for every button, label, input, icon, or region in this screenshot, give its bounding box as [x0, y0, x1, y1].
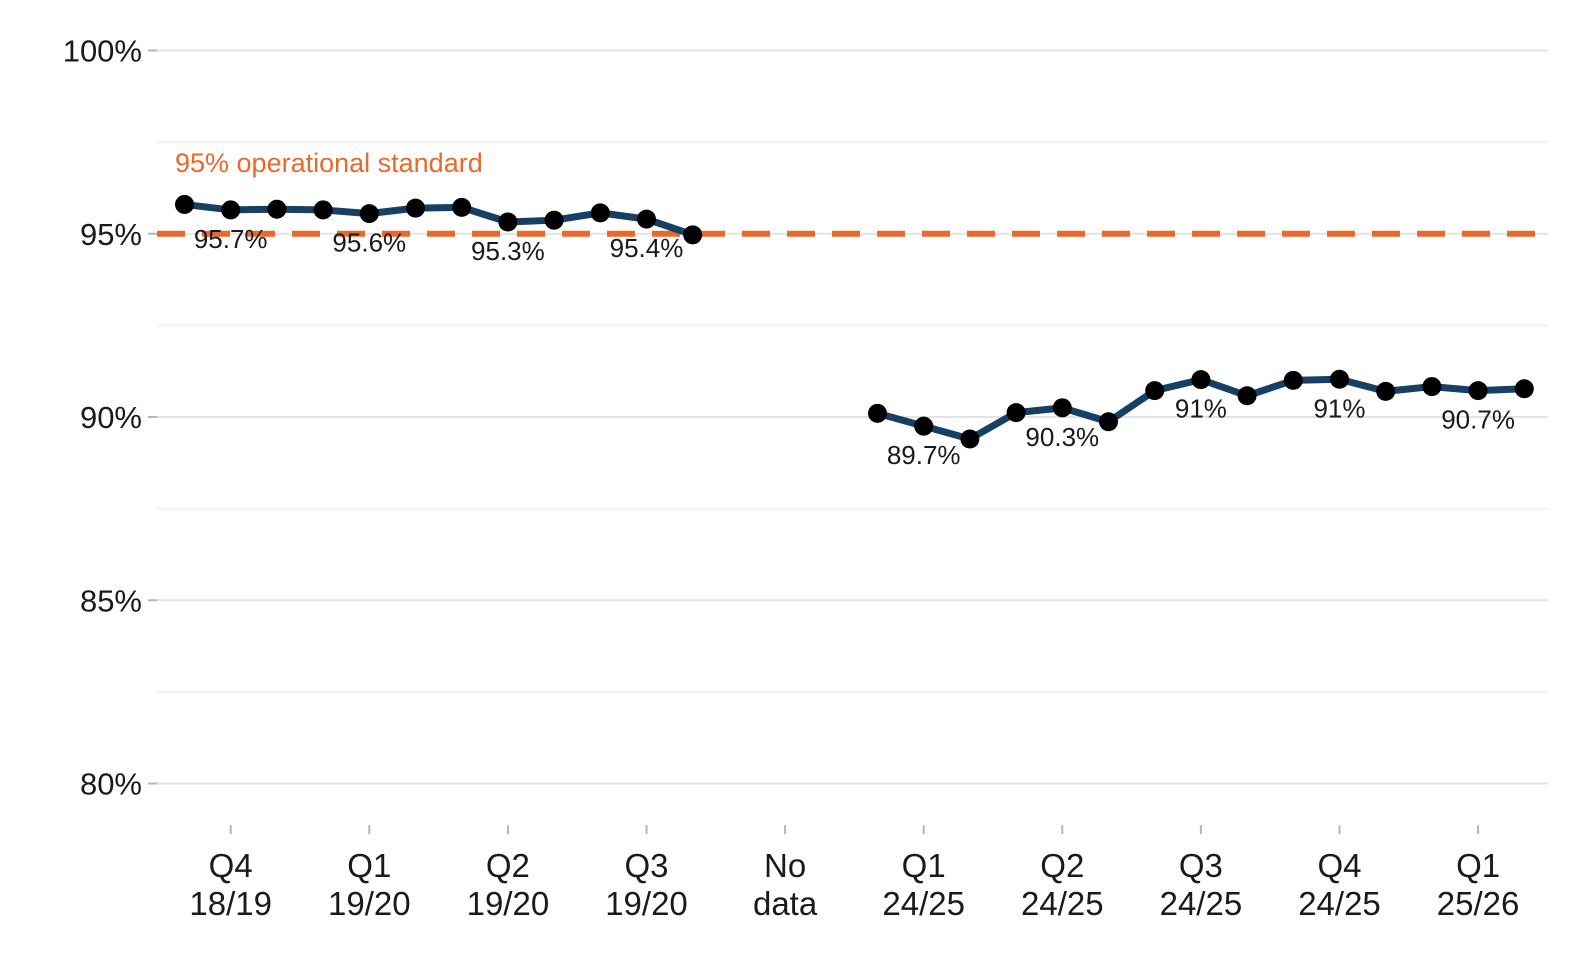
data-point — [1237, 386, 1257, 406]
reference-line-group: 95% operational standard — [157, 148, 1548, 237]
gridlines — [157, 49, 1548, 785]
y-tick-label: 95% — [80, 217, 142, 252]
operational-standard-label: 95% operational standard — [175, 148, 483, 178]
y-axis: 80% 85% 90% 95% 100% — [63, 34, 157, 802]
data-point — [1330, 369, 1349, 389]
x-tick-label: Q2 24/25 — [1021, 847, 1104, 922]
data-point — [590, 203, 610, 223]
data-point — [683, 225, 703, 245]
data-point — [221, 200, 241, 220]
data-label: 91% — [1313, 393, 1365, 423]
data-point — [313, 200, 333, 220]
data-point — [1006, 403, 1026, 423]
x-tick-label: Q3 24/25 — [1160, 847, 1243, 922]
x-tick-label: Q1 19/20 — [328, 847, 411, 922]
data-label: 95.6% — [332, 228, 406, 258]
data-point — [1099, 412, 1118, 432]
x-tick-label: No data — [753, 847, 818, 922]
data-point — [1191, 370, 1211, 390]
data-label: 90.3% — [1025, 422, 1099, 452]
data-point — [452, 197, 472, 217]
data-label: 91% — [1175, 394, 1227, 424]
x-tick-label: Q2 19/20 — [467, 847, 550, 922]
data-labels: 95.7% 95.6% 95.3% 95.4% 89.7% 90.3% 91% 91% 90.7… — [194, 224, 1515, 470]
data-point — [1283, 370, 1303, 390]
data-label: 95.4% — [610, 233, 684, 263]
x-tick-label: Q4 24/25 — [1298, 847, 1381, 922]
data-point — [175, 194, 194, 214]
data-point — [1376, 381, 1396, 401]
x-tick-label: Q3 19/20 — [605, 847, 688, 922]
data-point — [1468, 381, 1488, 401]
data-point — [637, 209, 656, 229]
data-label: 90.7% — [1441, 405, 1515, 435]
data-point — [914, 416, 934, 436]
data-label: 89.7% — [887, 440, 961, 470]
x-axis: Q4 18/19 Q1 19/20 Q2 19/20 Q3 19/20 No data Q1 24/2… — [189, 825, 1519, 922]
data-point — [960, 429, 980, 449]
data-point — [267, 199, 287, 219]
data-point — [406, 198, 425, 218]
y-tick-label: 100% — [63, 34, 142, 69]
x-tick-label: Q4 18/19 — [189, 847, 272, 922]
data-point — [544, 210, 564, 230]
data-point — [1052, 398, 1072, 418]
data-point — [1422, 377, 1442, 397]
y-tick-label: 90% — [80, 400, 142, 435]
data-point — [359, 204, 379, 224]
y-tick-label: 80% — [80, 767, 142, 802]
x-tick-label: Q1 25/26 — [1437, 847, 1520, 922]
y-tick-label: 85% — [80, 583, 142, 618]
data-point — [1145, 381, 1165, 401]
data-point — [1514, 379, 1534, 399]
series-group — [175, 194, 1534, 449]
data-point — [498, 212, 518, 232]
x-tick-label: Q1 24/25 — [882, 847, 965, 922]
data-label: 95.7% — [194, 224, 268, 254]
data-label: 95.3% — [471, 236, 545, 266]
data-point — [868, 403, 887, 423]
